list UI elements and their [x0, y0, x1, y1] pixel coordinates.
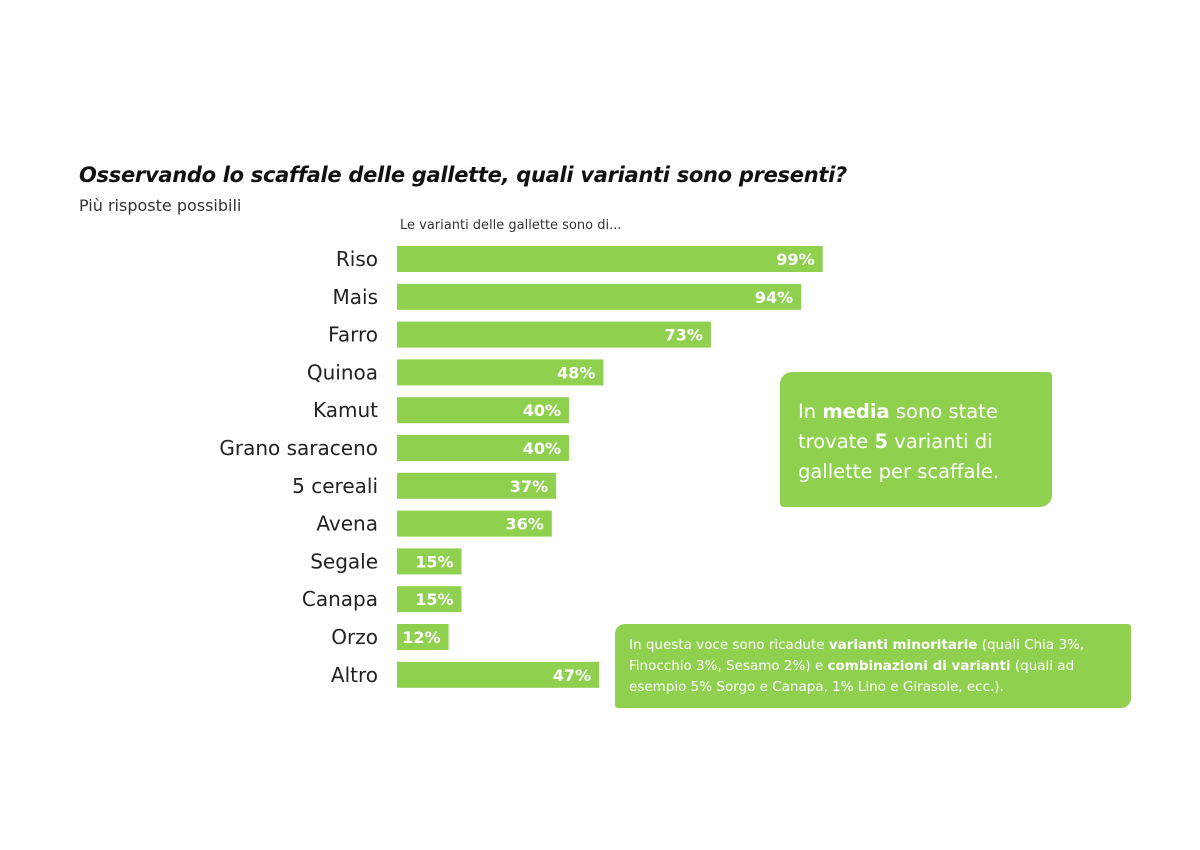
category-label-kamut: Kamut: [313, 398, 378, 422]
category-label-farro: Farro: [328, 323, 378, 347]
bar-quinoa: [397, 359, 604, 386]
average-callout-text-1: In: [798, 400, 823, 423]
chart-header: Le varianti delle gallette sono di...: [400, 218, 622, 233]
value-label-farro: 73%: [665, 326, 703, 345]
category-label-canapa: Canapa: [302, 587, 378, 611]
average-callout: In media sono state trovate 5 varianti d…: [780, 372, 1052, 507]
average-callout-bold-1: media: [822, 400, 890, 423]
value-label-avena: 36%: [506, 515, 544, 534]
category-label-quinoa: Quinoa: [307, 360, 378, 384]
average-callout-text-2: sono state trovate: [798, 400, 998, 453]
value-label-segale: 15%: [415, 552, 453, 571]
bar-grano-saraceno: [397, 435, 569, 461]
category-label-grano-saraceno: Grano saraceno: [219, 436, 378, 460]
category-label-5-cereali: 5 cereali: [292, 474, 378, 498]
category-label-altro: Altro: [331, 663, 378, 687]
value-label-5-cereali: 37%: [510, 477, 548, 496]
category-label-orzo: Orzo: [331, 625, 378, 649]
note-text-1: In questa voce sono ricadute: [629, 637, 829, 653]
note-bold-1: varianti minoritarie: [828, 637, 978, 653]
value-label-quinoa: 48%: [557, 363, 595, 382]
chart-title: Osservando lo scaffale delle gallette, q…: [79, 163, 847, 187]
category-label-mais: Mais: [333, 285, 379, 309]
bar-altro: [397, 661, 600, 688]
value-label-canapa: 15%: [415, 590, 453, 609]
bar-riso: [397, 246, 823, 272]
bar-canapa: [397, 586, 462, 613]
category-label-segale: Segale: [310, 549, 378, 573]
category-label-riso: Riso: [336, 247, 378, 271]
bar-5-cereali: [397, 472, 557, 499]
value-label-grano-saraceno: 40%: [523, 439, 561, 458]
value-label-altro: 47%: [553, 666, 591, 685]
value-label-orzo: 12%: [402, 628, 440, 647]
note-text-2: (quali Chia 3%, Finocchio 3%, Sesamo 2%)…: [629, 637, 1085, 674]
bar-orzo: [397, 624, 449, 650]
value-label-kamut: 40%: [523, 401, 561, 420]
bar-kamut: [397, 397, 569, 424]
bar-avena: [397, 510, 552, 537]
altro-note-callout: In questa voce sono ricadute varianti mi…: [615, 624, 1131, 708]
chart-subtitle: Più risposte possibili: [79, 196, 242, 215]
category-label-avena: Avena: [316, 512, 378, 536]
bar-mais: [397, 283, 802, 310]
average-callout-bold-2: 5: [874, 430, 889, 453]
value-label-riso: 99%: [776, 250, 814, 269]
bar-segale: [397, 548, 462, 575]
average-callout-text-3: varianti di gallette per scaffale.: [798, 430, 1000, 483]
value-label-mais: 94%: [755, 288, 793, 307]
note-bold-2: combinazioni di varianti: [827, 658, 1011, 674]
note-text-3: (quali ad esempio 5% Sorgo e Canapa, 1% …: [629, 658, 1075, 695]
bar-farro: [397, 321, 711, 348]
